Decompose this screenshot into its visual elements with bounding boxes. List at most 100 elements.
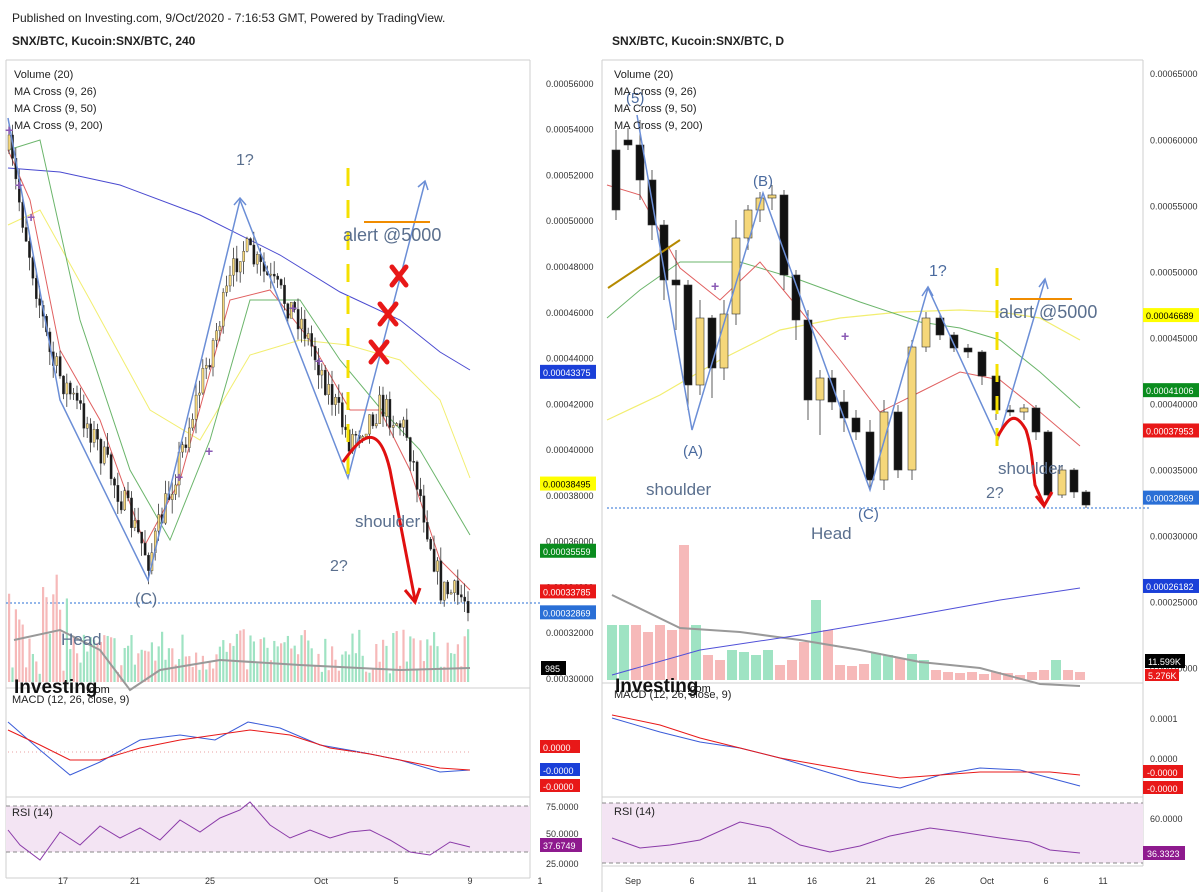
right-price-tick: 0.00040000	[1150, 399, 1198, 409]
left-candle	[102, 446, 106, 464]
right-candle	[767, 194, 777, 199]
left-candle	[313, 346, 317, 361]
left-x-tick-1: 21	[130, 876, 140, 886]
right-candle	[1057, 469, 1067, 496]
left-macd-pane	[7, 721, 471, 776]
right-macd-value-bg	[1143, 765, 1183, 778]
left-candle	[283, 284, 286, 304]
left-volume-bar	[378, 661, 381, 682]
left-candle	[456, 580, 460, 595]
left-candle	[31, 257, 35, 279]
right-macd-label: MACD (12, 26, close, 9)	[614, 689, 731, 701]
right-volume-bar	[751, 655, 761, 680]
left-candle	[398, 423, 402, 428]
svg-text:+: +	[315, 353, 323, 369]
right-legend-ma200: MA Cross (9, 200)	[614, 120, 703, 132]
left-volume-bar	[416, 668, 419, 682]
left-volume-bar	[320, 671, 323, 682]
left-volume-bar	[395, 631, 398, 682]
left-price-tick: 0.00040000	[546, 445, 594, 455]
right-candle	[731, 237, 741, 315]
right-price-label-0: 0.00046689	[1146, 311, 1194, 321]
right-volume-bar	[835, 665, 845, 680]
left-price-label-2: 0.00035559	[543, 547, 591, 557]
left-candle	[436, 560, 439, 572]
left-legend: Volume (20) MA Cross (9, 26) MA Cross (9…	[12, 69, 129, 819]
right-volume-bar	[607, 625, 617, 680]
left-volume-bar	[161, 631, 164, 682]
right-candle	[623, 139, 633, 146]
left-volume-bar	[157, 646, 160, 682]
left-candle	[256, 254, 259, 265]
right-wave-line	[636, 114, 1046, 493]
svg-text:+: +	[175, 469, 183, 485]
left-volume-bar	[392, 632, 395, 682]
right-volume-bar	[763, 650, 773, 680]
right-volume-bar	[811, 600, 821, 680]
right-trend-line	[607, 239, 681, 289]
left-candle	[334, 397, 337, 405]
left-volume-bar	[341, 654, 344, 682]
right-label-shoulder: shoulder	[646, 480, 712, 499]
left-candle	[116, 485, 120, 502]
left-volume-bar	[467, 629, 470, 682]
right-legend-ma26: MA Cross (9, 26)	[614, 86, 697, 98]
left-candle	[62, 375, 65, 395]
left-candle	[24, 227, 28, 242]
right-volume-bar	[967, 672, 977, 680]
left-candle	[242, 251, 246, 262]
right-price-tick: 0.00020000	[1150, 664, 1198, 674]
left-candle	[463, 596, 467, 602]
left-rsi-pane	[7, 801, 471, 861]
right-volume-bar	[991, 672, 1001, 680]
right-rsi-tick-0: 60.0000	[1150, 814, 1183, 824]
left-candle	[68, 382, 72, 395]
left-volume-bar	[324, 638, 327, 682]
left-macd-line	[7, 721, 471, 776]
right-candle	[815, 377, 825, 401]
left-volume-bar	[365, 671, 368, 682]
right-volume-bar	[919, 660, 929, 680]
left-volume-bar	[21, 624, 24, 682]
left-candle	[320, 369, 324, 376]
right-label-2q: 2?	[986, 485, 1004, 502]
right-candle	[893, 411, 903, 471]
left-volume-bar	[164, 659, 167, 682]
left-volume-bar	[327, 670, 330, 682]
left-volume-bar	[382, 639, 385, 682]
left-volume-bar	[96, 642, 99, 682]
left-volume-bar	[229, 643, 232, 682]
left-price-tick: 0.00048000	[546, 262, 594, 272]
right-rsi-band	[602, 803, 1143, 863]
left-volume-bar	[399, 665, 402, 682]
right-volume-bar	[1051, 660, 1061, 680]
left-candle	[191, 419, 195, 429]
left-volume-bar	[297, 654, 300, 682]
left-macd-label: MACD (12, 26, close, 9)	[12, 694, 129, 706]
right-rsi-value-bg	[1143, 846, 1185, 860]
left-volume-bar	[460, 666, 463, 682]
left-candle	[317, 359, 320, 376]
left-volume-bar	[433, 632, 436, 682]
right-candle	[635, 144, 645, 181]
left-candle	[99, 439, 103, 464]
left-candle	[225, 285, 229, 293]
right-volume-bar	[679, 545, 689, 680]
left-candle	[279, 279, 283, 286]
left-volume-bar	[266, 647, 269, 682]
left-candle	[252, 244, 256, 265]
left-candle	[38, 298, 41, 306]
right-candle	[865, 431, 875, 481]
left-volume-bar	[263, 637, 266, 682]
left-candle	[7, 134, 11, 151]
left-candle	[269, 273, 273, 276]
right-x-tick-4: 21	[866, 876, 876, 886]
left-volume-bar	[429, 645, 432, 682]
publish-header: Published on Investing.com, 9/Oct/2020 -…	[12, 11, 446, 25]
right-volume-bar	[727, 650, 737, 680]
right-candle	[671, 279, 681, 286]
left-candle	[96, 429, 99, 440]
right-label-1q: 1?	[929, 263, 947, 280]
left-candle	[113, 478, 116, 486]
left-candle	[55, 356, 58, 366]
